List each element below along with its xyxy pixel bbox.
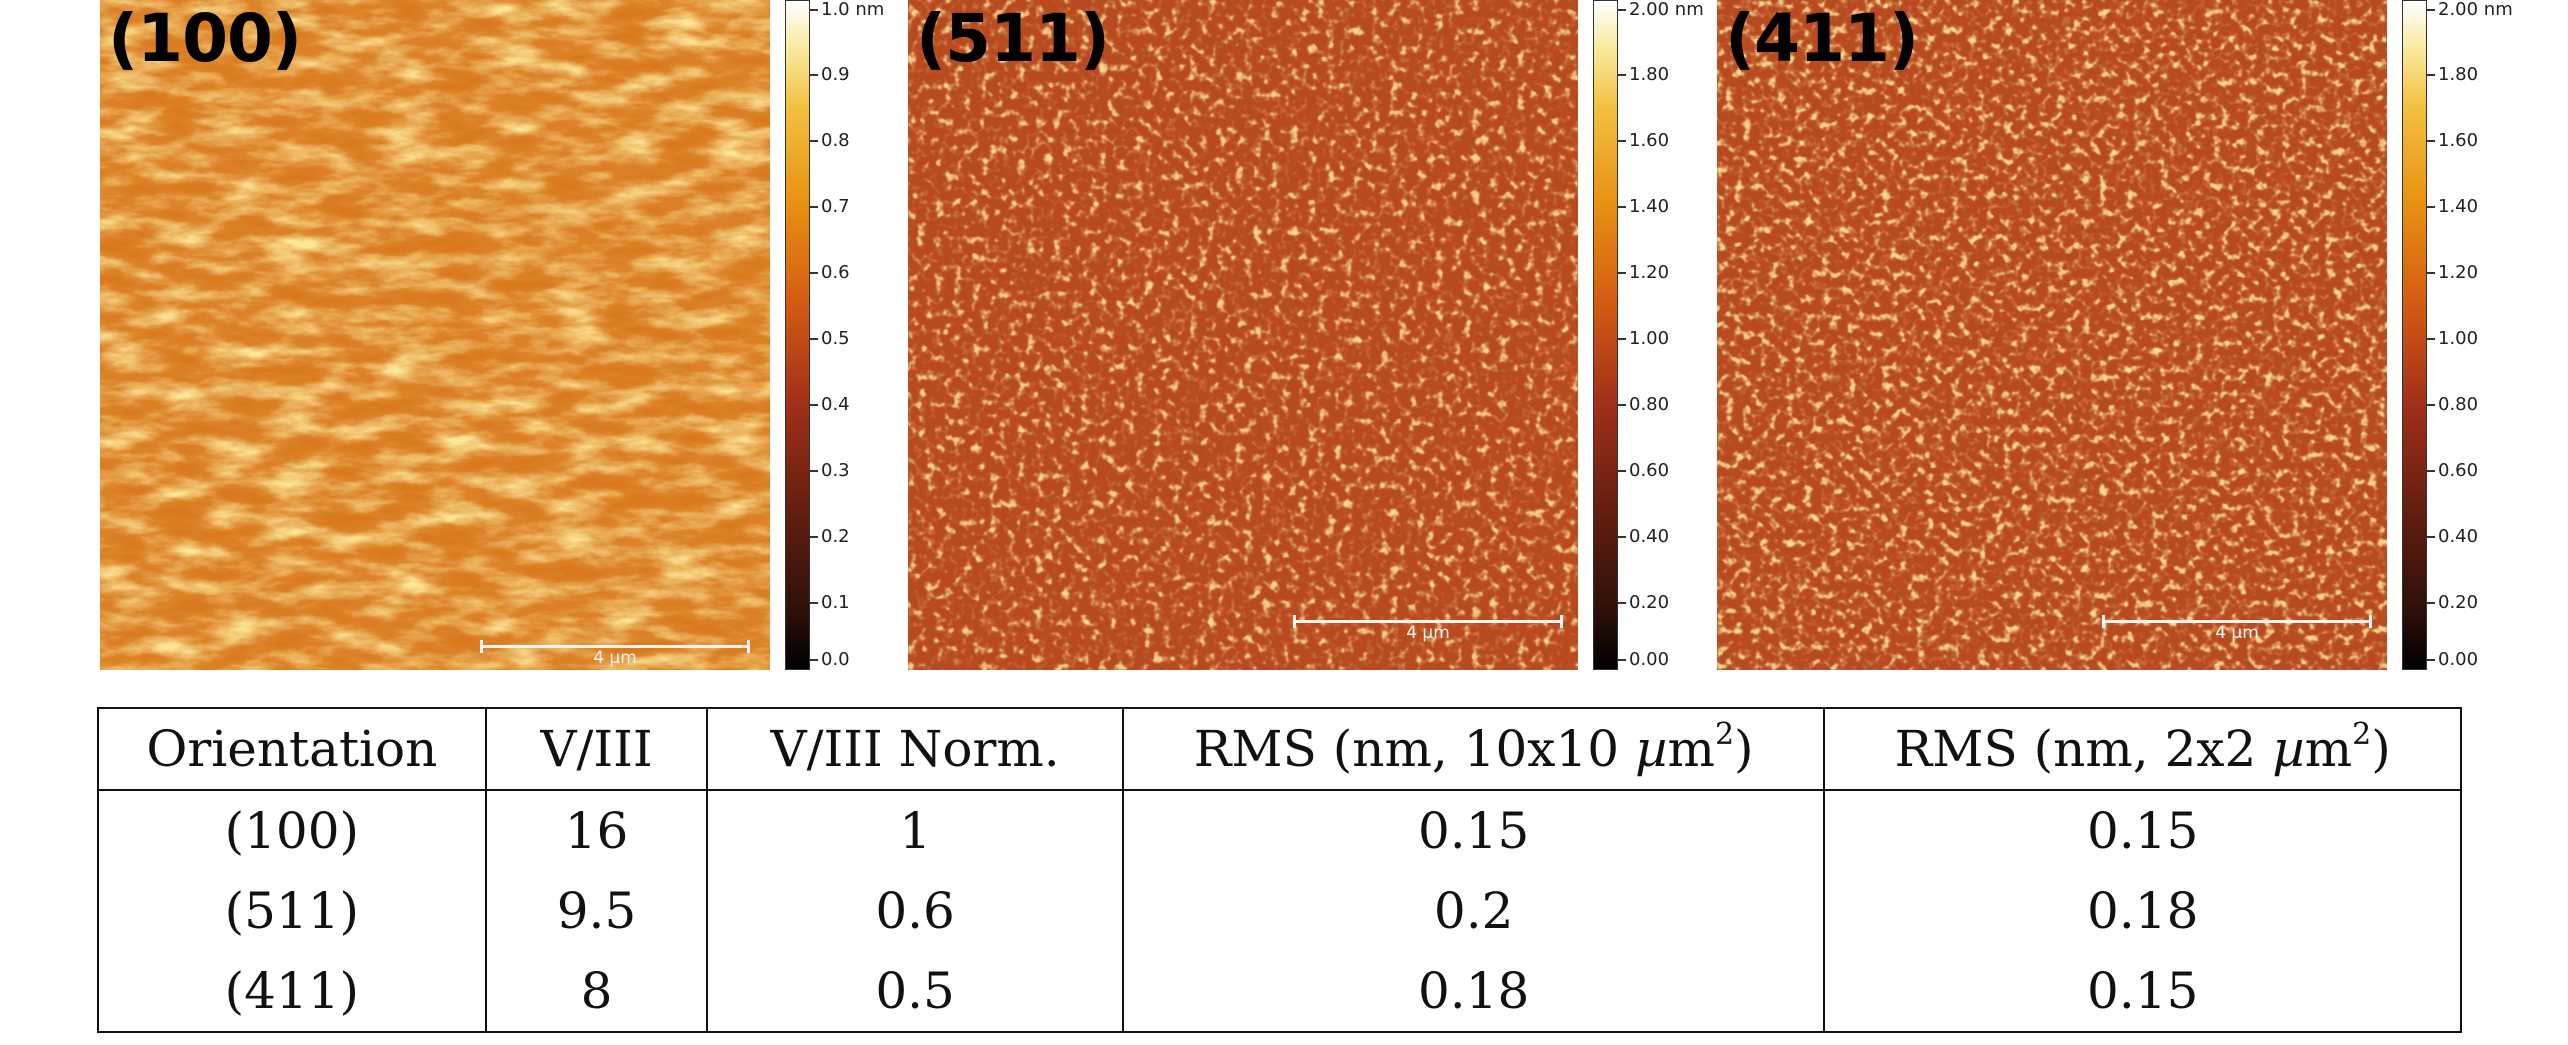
scale-bar-label: 4 µm	[1406, 623, 1450, 643]
header-v3: V/III	[484, 707, 709, 791]
panel-label-100: (100)	[108, 0, 302, 77]
colorbar-tick: 1.80	[1629, 64, 1670, 85]
cell-rms-2x2: 0.15	[1823, 790, 2462, 871]
colorbar-tick: 0.2	[821, 526, 850, 547]
scale-bar-label: 4 µm	[2215, 623, 2259, 643]
cell-v3-norm: 0.5	[706, 951, 1124, 1033]
colorbar-tick: 0.6	[821, 262, 850, 283]
colorbar-tick: 1.00	[2438, 328, 2479, 349]
afm-image-511: (511) 4 µm	[908, 0, 1578, 670]
scale-bar-label: 4 µm	[593, 648, 637, 668]
cell-v3: 8	[484, 951, 709, 1033]
header-v3-norm: V/III Norm.	[706, 707, 1124, 791]
cell-orientation: (511)	[97, 871, 487, 951]
results-table: Orientation V/III V/III Norm. RMS (nm, 1…	[97, 707, 2462, 1033]
colorbar-tick: 1.00	[1629, 328, 1670, 349]
afm-image-411: (411) 4 µm	[1717, 0, 2387, 670]
colorbar-tick: 0.20	[1629, 592, 1670, 613]
scale-bar-100: 4 µm	[480, 640, 750, 670]
colorbar-tick: 0.80	[1629, 394, 1670, 415]
colorbar-tick: 0.1	[821, 592, 850, 613]
colorbar-100	[785, 0, 810, 670]
cell-rms-10x10: 0.18	[1121, 951, 1826, 1033]
table-row: (511) 9.5 0.6 0.2 0.18	[97, 871, 2462, 951]
afm-texture-511	[908, 0, 1578, 670]
colorbar-tick: 0.8	[821, 130, 850, 151]
panel-label-511: (511)	[916, 0, 1110, 77]
colorbar-tick: 0.40	[2438, 526, 2479, 547]
colorbar-tick: 0.60	[1629, 460, 1670, 481]
afm-texture-100	[100, 0, 770, 670]
colorbar-tick: 1.0 nm	[821, 0, 885, 20]
colorbar-tick: 1.20	[2438, 262, 2479, 283]
colorbar-tick: 0.4	[821, 394, 850, 415]
cell-v3: 16	[484, 790, 709, 871]
cell-orientation: (100)	[97, 790, 487, 871]
cell-v3-norm: 0.6	[706, 871, 1124, 951]
cell-rms-10x10: 0.15	[1121, 790, 1826, 871]
table-row: (100) 16 1 0.15 0.15	[97, 790, 2462, 871]
colorbar-tick: 2.00 nm	[1629, 0, 1704, 20]
colorbar-ticks-100: 1.0 nm 0.9 0.8 0.7 0.6 0.5 0.4 0.3 0.2 0…	[810, 0, 900, 670]
colorbar-511	[1593, 0, 1618, 670]
colorbar-ticks-511: 2.00 nm 1.80 1.60 1.40 1.20 1.00 0.80 0.…	[1618, 0, 1708, 670]
colorbar-tick: 1.40	[1629, 196, 1670, 217]
colorbar-ticks-411: 2.00 nm 1.80 1.60 1.40 1.20 1.00 0.80 0.…	[2427, 0, 2517, 670]
cell-rms-2x2: 0.15	[1823, 951, 2462, 1033]
colorbar-tick: 0.00	[1629, 649, 1670, 670]
colorbar-tick: 1.20	[1629, 262, 1670, 283]
scale-bar-511: 4 µm	[1293, 615, 1563, 650]
table-header-row: Orientation V/III V/III Norm. RMS (nm, 1…	[97, 707, 2462, 791]
colorbar-411	[2402, 0, 2427, 670]
colorbar-tick: 2.00 nm	[2438, 0, 2513, 20]
colorbar-tick: 1.80	[2438, 64, 2479, 85]
header-rms-10x10: RMS (nm, 10x10 µm2)	[1121, 707, 1826, 791]
colorbar-tick: 0.9	[821, 64, 850, 85]
colorbar-tick: 1.40	[2438, 196, 2479, 217]
cell-rms-2x2: 0.18	[1823, 871, 2462, 951]
cell-v3-norm: 1	[706, 790, 1124, 871]
colorbar-tick: 1.60	[1629, 130, 1670, 151]
colorbar-tick: 0.0	[821, 649, 850, 670]
colorbar-tick: 0.40	[1629, 526, 1670, 547]
colorbar-tick: 0.60	[2438, 460, 2479, 481]
afm-texture-411	[1717, 0, 2387, 670]
colorbar-tick: 0.5	[821, 328, 850, 349]
colorbar-tick: 0.80	[2438, 394, 2479, 415]
cell-rms-10x10: 0.2	[1121, 871, 1826, 951]
colorbar-tick: 1.60	[2438, 130, 2479, 151]
cell-v3: 9.5	[484, 871, 709, 951]
header-rms-2x2: RMS (nm, 2x2 µm2)	[1823, 707, 2462, 791]
table-row: (411) 8 0.5 0.18 0.15	[97, 951, 2462, 1033]
header-orientation: Orientation	[97, 707, 487, 791]
cell-orientation: (411)	[97, 951, 487, 1033]
colorbar-tick: 0.20	[2438, 592, 2479, 613]
colorbar-tick: 0.7	[821, 196, 850, 217]
colorbar-tick: 0.00	[2438, 649, 2479, 670]
scale-bar-411: 4 µm	[2102, 615, 2372, 650]
panel-label-411: (411)	[1725, 0, 1919, 77]
afm-image-100: (100) 4 µm	[100, 0, 770, 670]
colorbar-tick: 0.3	[821, 460, 850, 481]
